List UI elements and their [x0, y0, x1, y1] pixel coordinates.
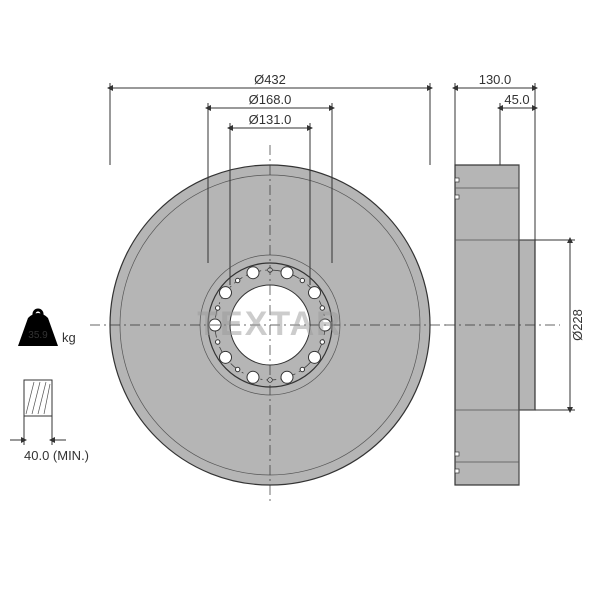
- side-view: [445, 165, 560, 485]
- dim-side-offset: 45.0: [500, 92, 535, 165]
- dim-side-offset-label: 45.0: [504, 92, 529, 107]
- watermark-text: TEXTAR: [197, 305, 342, 343]
- dim-side-width-label: 130.0: [479, 72, 512, 87]
- min-thickness-block: 40.0 (MIN.): [10, 380, 89, 463]
- technical-drawing: TEXTAR Ø432 Ø168.0 Ø131.: [0, 0, 600, 600]
- dim-inner-label: Ø131.0: [249, 112, 292, 127]
- dim-mid-label: Ø168.0: [249, 92, 292, 107]
- dim-side-height-label: Ø228: [570, 309, 585, 341]
- weight-block: 35.9 kg: [18, 310, 76, 346]
- min-thickness-label: 40.0 (MIN.): [24, 448, 89, 463]
- weight-unit: kg: [62, 330, 76, 345]
- dim-outer-label: Ø432: [254, 72, 286, 87]
- weight-value: 35.9: [28, 330, 48, 341]
